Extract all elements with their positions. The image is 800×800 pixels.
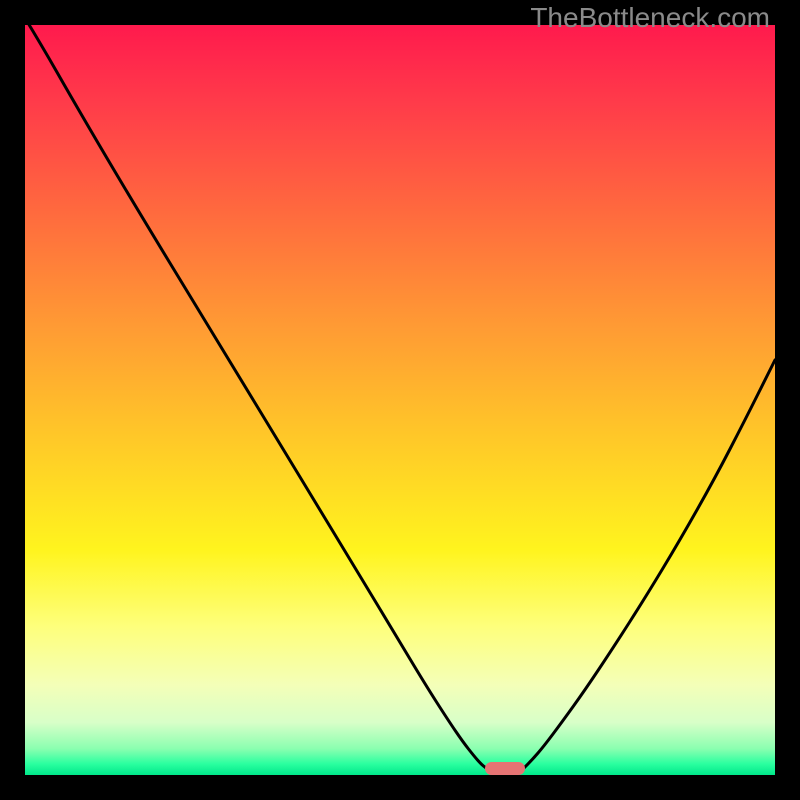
curve-right-branch [524, 360, 775, 768]
curve-layer [0, 0, 800, 800]
bottleneck-marker [485, 762, 525, 775]
curve-left-branch [25, 18, 486, 768]
watermark-text: TheBottleneck.com [530, 2, 770, 34]
